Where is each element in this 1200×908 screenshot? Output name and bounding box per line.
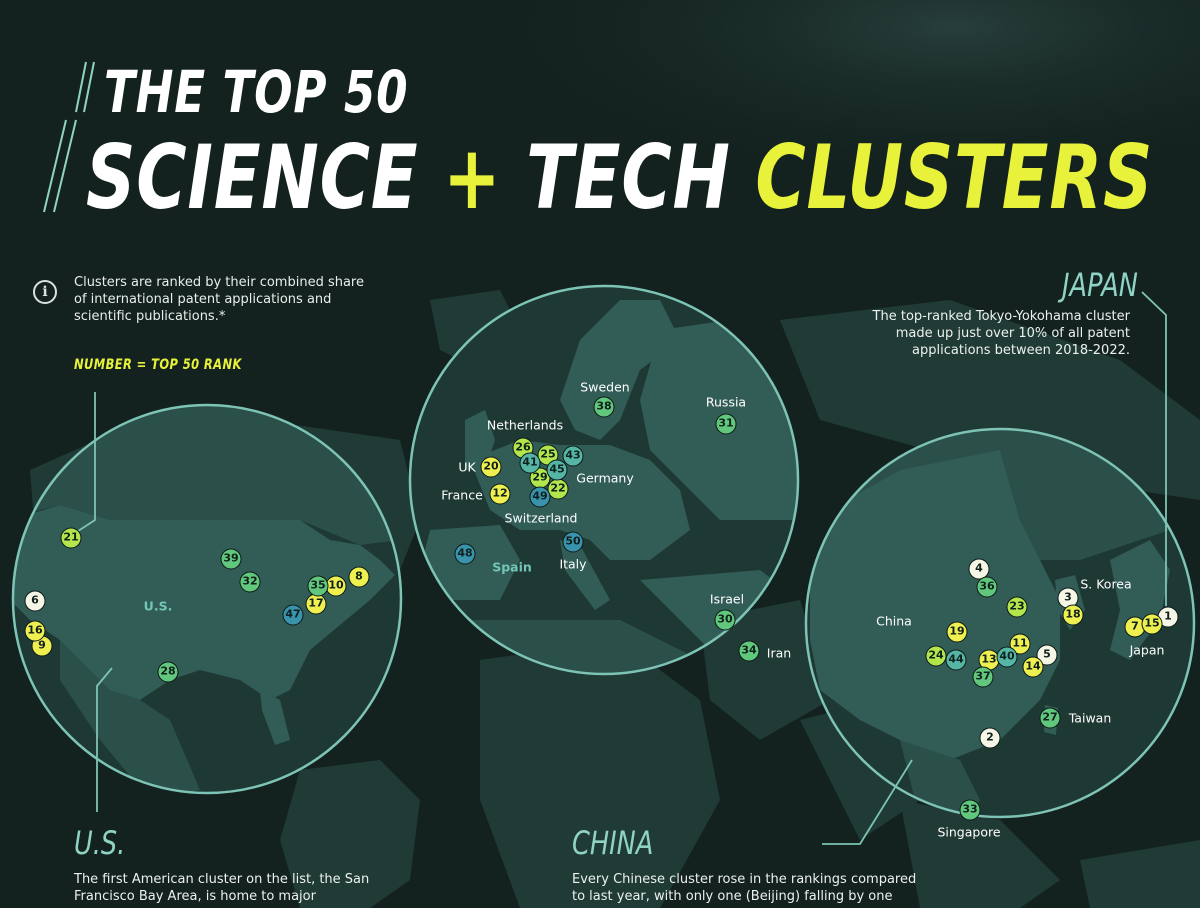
label-spain: Spain (492, 559, 532, 575)
label-france: France (441, 487, 483, 503)
cluster-marker-22: 22 (547, 478, 569, 500)
cluster-marker-45: 45 (546, 459, 568, 481)
cluster-marker-40: 40 (996, 646, 1018, 668)
info-icon: i (33, 280, 57, 304)
cluster-marker-33: 33 (959, 799, 981, 821)
bg-africa (480, 640, 720, 908)
china-heading: CHINA (572, 824, 654, 862)
china-leader (822, 759, 913, 845)
us-lens (11, 403, 403, 795)
florida (260, 690, 290, 745)
label-israel: Israel (709, 591, 745, 607)
us-leader (96, 667, 113, 812)
bg-se-asia (900, 800, 1060, 908)
cluster-marker-14: 14 (1022, 656, 1044, 678)
scandinavia (560, 300, 680, 440)
title-slashes (43, 61, 95, 213)
bg-middle-east (700, 600, 830, 740)
rank-legend: NUMBER = TOP 50 RANK (74, 357, 242, 373)
label-iran: Iran (766, 645, 792, 661)
cluster-marker-21: 21 (60, 527, 82, 549)
japan-heading: JAPAN (1062, 266, 1138, 304)
japan-description: The top-ranked Tokyo-Yokohama cluster ma… (872, 309, 1130, 358)
bg-north-asia (780, 300, 1200, 500)
cluster-marker-41: 41 (519, 452, 541, 474)
label-netherlands: Netherlands (486, 417, 564, 433)
cluster-marker-49: 49 (529, 486, 551, 508)
uk-islands (465, 410, 495, 470)
cluster-marker-47: 47 (282, 604, 304, 626)
cluster-marker-6: 6 (24, 590, 46, 612)
cluster-marker-30: 30 (714, 609, 736, 631)
bg-australia (1080, 840, 1200, 908)
label-sweden: Sweden (580, 379, 630, 395)
cluster-marker-34: 34 (738, 640, 760, 662)
title-line-2: SCIENCE + TECH CLUSTERS (86, 126, 1153, 229)
mexico (60, 640, 200, 793)
label-germany: Germany (576, 470, 634, 486)
dot-texture (380, 0, 1200, 270)
label-singapore: Singapore (937, 824, 1001, 840)
label-taiwan: Taiwan (1068, 710, 1112, 726)
cluster-marker-38: 38 (593, 396, 615, 418)
title-plus: + (443, 126, 502, 229)
title-line-1: THE TOP 50 (104, 58, 409, 126)
cluster-marker-27: 27 (1039, 707, 1061, 729)
cluster-marker-18: 18 (1062, 604, 1084, 626)
cluster-marker-36: 36 (976, 576, 998, 598)
label-china: China (876, 613, 912, 629)
cluster-marker-24: 24 (925, 645, 947, 667)
canada (20, 405, 400, 545)
bg-south-america (280, 760, 420, 908)
label-skorea: S. Korea (1080, 576, 1132, 592)
label-uk: UK (458, 459, 476, 475)
cluster-marker-48: 48 (454, 543, 476, 565)
cluster-marker-19: 19 (946, 621, 968, 643)
us-mainland (13, 505, 395, 700)
cluster-marker-4: 4 (968, 558, 990, 580)
cluster-marker-35: 35 (307, 575, 329, 597)
cluster-marker-12: 12 (489, 483, 511, 505)
cluster-marker-43: 43 (562, 445, 584, 467)
cluster-marker-10: 10 (325, 575, 347, 597)
label-switzerland: Switzerland (504, 510, 578, 526)
us-heading: U.S. (74, 824, 126, 862)
cluster-marker-39: 39 (220, 548, 242, 570)
cluster-marker-15: 15 (1141, 613, 1163, 635)
label-japan: Japan (1129, 642, 1165, 658)
cluster-marker-2: 2 (979, 727, 1001, 749)
cluster-marker-23: 23 (1006, 596, 1028, 618)
cluster-marker-8: 8 (348, 566, 370, 588)
cluster-marker-16: 16 (24, 620, 46, 642)
label-italy: Italy (559, 556, 587, 572)
title-tech: TECH (526, 126, 731, 229)
leader-lines (71, 291, 1167, 845)
cluster-marker-31: 31 (715, 413, 737, 435)
cluster-marker-37: 37 (972, 666, 994, 688)
us-description: The first American cluster on the list, … (74, 872, 370, 904)
label-russia: Russia (705, 394, 747, 410)
cluster-marker-17: 17 (305, 593, 327, 615)
italy-peninsula (560, 540, 610, 610)
title-science: SCIENCE (86, 126, 419, 229)
cluster-marker-28: 28 (157, 661, 179, 683)
china-description: Every Chinese cluster rose in the rankin… (572, 872, 917, 904)
china-mainland (810, 440, 1060, 760)
ranking-note: Clusters are ranked by their combined sh… (74, 275, 364, 324)
cluster-marker-20: 20 (480, 456, 502, 478)
cluster-marker-44: 44 (945, 649, 967, 671)
mongolia-russia (810, 430, 1194, 560)
label-us: U.S. (143, 598, 173, 614)
japan-leader (1141, 291, 1167, 606)
cluster-marker-50: 50 (562, 531, 584, 553)
title-clusters: CLUSTERS (755, 126, 1154, 229)
cluster-marker-32: 32 (239, 571, 261, 593)
legend-leader (71, 392, 96, 536)
